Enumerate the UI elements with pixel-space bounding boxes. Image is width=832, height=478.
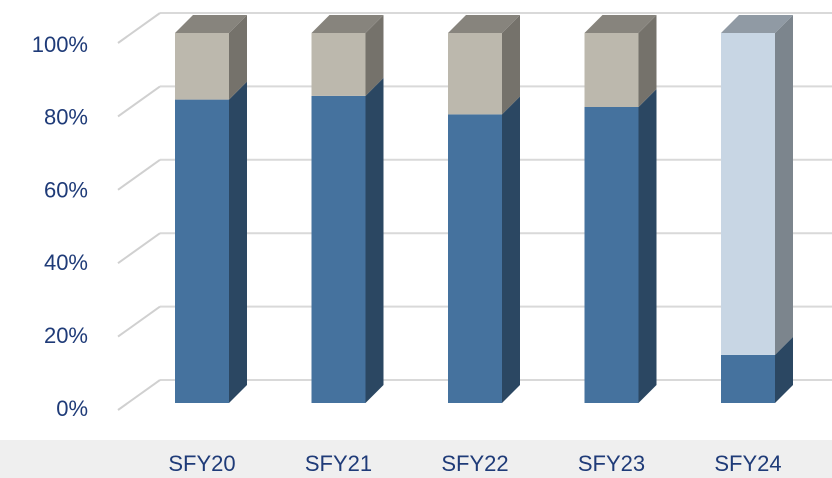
bar-side xyxy=(638,15,657,107)
grid-line-side xyxy=(117,12,161,44)
x-tick-label: SFY20 xyxy=(168,451,235,476)
bar-side xyxy=(775,336,793,403)
y-tick-label: 100% xyxy=(32,32,88,57)
y-tick-label: 80% xyxy=(44,105,88,130)
bar-front xyxy=(448,33,502,115)
x-tick-label: SFY23 xyxy=(578,451,645,476)
bar-top xyxy=(721,15,793,33)
bar-front xyxy=(584,107,639,403)
bar-front xyxy=(311,33,366,96)
bar-front xyxy=(721,33,775,355)
y-tick-label: 0% xyxy=(56,396,88,421)
bar-top xyxy=(311,15,384,33)
bar-top xyxy=(584,15,657,33)
bar-top xyxy=(448,15,520,33)
x-tick-label: SFY21 xyxy=(305,451,372,476)
bar-front xyxy=(584,33,639,107)
bar-front xyxy=(311,95,366,404)
bar-front xyxy=(721,354,775,403)
grid-line-side xyxy=(117,379,161,411)
bar-side xyxy=(502,96,520,404)
category-band xyxy=(0,440,832,478)
bar-side xyxy=(365,77,384,404)
x-tick-label: SFY22 xyxy=(441,451,508,476)
bar-side xyxy=(229,81,247,403)
bar-side xyxy=(775,15,793,355)
bar-side xyxy=(502,15,520,115)
bar-side xyxy=(638,89,657,403)
grid-line-side xyxy=(117,85,161,118)
grid-line-side xyxy=(117,158,161,191)
bar-front xyxy=(175,33,229,100)
bar-front xyxy=(448,114,502,404)
y-tick-label: 20% xyxy=(44,323,88,348)
y-tick-label: 40% xyxy=(44,250,88,275)
grid-line-side xyxy=(117,232,161,265)
bar-front xyxy=(175,99,229,403)
bar-top xyxy=(175,15,247,33)
bar-side xyxy=(365,15,384,96)
bar-side xyxy=(229,15,247,100)
y-tick-label: 60% xyxy=(44,177,88,202)
grid-line-side xyxy=(117,305,161,338)
x-tick-label: SFY24 xyxy=(714,451,781,476)
